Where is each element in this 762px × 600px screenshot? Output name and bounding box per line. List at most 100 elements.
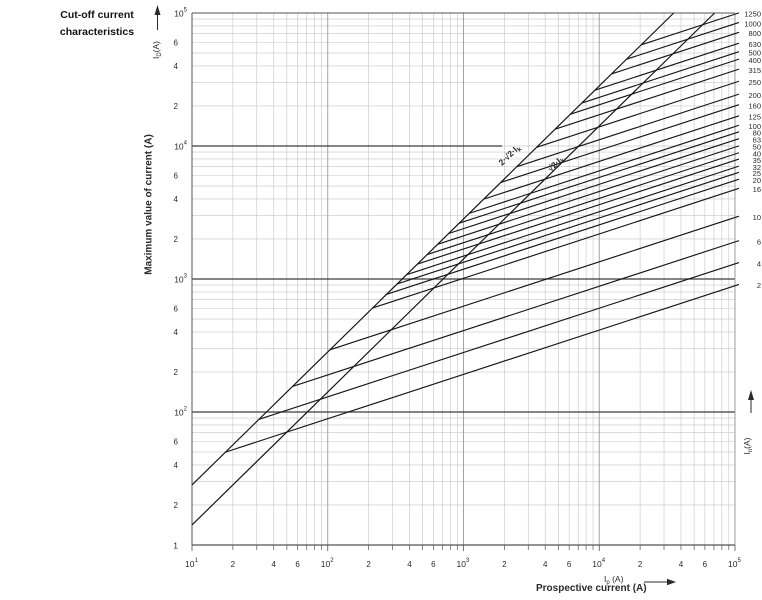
fuse-curve-63 — [448, 138, 740, 235]
fuse-curve-80 — [458, 131, 740, 224]
x-tick-label-10e1: 101 — [185, 558, 198, 569]
x-tick-label-10e2: 102 — [321, 558, 334, 569]
fuse-curve-20 — [386, 178, 740, 295]
x-tick-label-minor: 4 — [543, 560, 548, 569]
fuse-curve-160 — [500, 104, 740, 184]
y-tick-label-minor: 2 — [174, 368, 179, 377]
fuse-curve-50 — [437, 145, 740, 245]
x-tick-exp: 4 — [602, 558, 606, 564]
reference-label-sqrt2-sub: k — [559, 157, 567, 165]
rating-label-80: 80 — [753, 129, 761, 138]
x-tick-label-minor: 4 — [272, 560, 277, 569]
rating-label-630: 630 — [748, 40, 761, 49]
y-axis-symbol-unit: (A) — [151, 40, 161, 53]
x-tick-label-minor: 2 — [638, 560, 643, 569]
rating-label-315: 315 — [748, 66, 761, 75]
y-tick-label-10e4: 104 — [174, 141, 187, 152]
x-tick-label-10e4: 104 — [592, 558, 605, 569]
fuse-curve-10 — [329, 215, 740, 351]
rating-label-10: 10 — [753, 213, 761, 222]
fuse-curve-1250 — [641, 12, 740, 46]
y-tick-label-10e5: 105 — [174, 8, 187, 19]
y-axis-symbol-base: I — [151, 56, 161, 60]
x-axis-symbol: Ip (A) — [604, 574, 623, 586]
y-tick-label-minor: 6 — [174, 438, 179, 447]
fuse-curve-25 — [396, 171, 740, 285]
y-tick-label-minor: 4 — [174, 461, 179, 470]
x-axis-label: Prospective current (A) — [536, 583, 647, 594]
rating-label-50: 50 — [753, 143, 761, 152]
y-tick-exp: 2 — [184, 407, 188, 413]
x-axis-symbol-base: I — [604, 574, 607, 584]
fuse-curve-500 — [581, 51, 740, 104]
rating-label-20: 20 — [753, 176, 761, 185]
x-tick-label-minor: 6 — [295, 560, 300, 569]
rating-label-6: 6 — [757, 237, 761, 246]
y-tick-exp: 4 — [184, 141, 188, 147]
x-tick-label-10e3: 103 — [457, 558, 470, 569]
grid — [191, 12, 736, 551]
rating-label-25: 25 — [753, 169, 761, 178]
x-tick-label-10e5: 105 — [728, 558, 741, 569]
rated-current-symbol-unit: (A) — [742, 437, 752, 449]
y-tick-exp: 5 — [184, 8, 188, 14]
rating-label-100: 100 — [748, 122, 761, 131]
rating-label-200: 200 — [748, 91, 761, 100]
rating-label-1000: 1000 — [744, 19, 761, 28]
y-axis-arrow-icon — [154, 5, 161, 15]
rating-label-35: 35 — [753, 156, 761, 165]
fuse-curve-800 — [611, 31, 740, 75]
x-tick-label-minor: 2 — [366, 560, 371, 569]
rating-label-800: 800 — [748, 29, 761, 38]
y-tick-label-minor: 6 — [174, 172, 179, 181]
fuse-curve-32 — [406, 165, 740, 276]
x-tick-exp: 5 — [737, 558, 741, 564]
chart-title-line2: characteristics — [59, 25, 135, 38]
x-tick-label-minor: 4 — [407, 560, 412, 569]
rated-current-arrow-icon — [748, 390, 754, 400]
x-axis-symbol-sub: p — [606, 580, 610, 586]
chart-title-line1: Cut-off current — [60, 9, 134, 21]
fuse-curve-315 — [554, 68, 740, 130]
x-axis-symbol-unit: (A) — [609, 574, 624, 584]
x-tick-label-minor: 2 — [502, 560, 507, 569]
rating-label-4: 4 — [757, 259, 761, 268]
reference-line-2sqrt2 — [191, 12, 675, 486]
y-tick-exp: 3 — [184, 274, 188, 280]
rated-current-symbol-base: I — [742, 452, 752, 455]
rating-label-400: 400 — [748, 56, 761, 65]
rating-label-16: 16 — [753, 185, 761, 194]
fuse-curve-200 — [516, 93, 740, 168]
reference-label-2sqrt2-sub: k — [516, 146, 524, 154]
y-tick-label-minor: 6 — [174, 305, 179, 314]
y-axis-symbol-sub: D — [157, 52, 163, 57]
y-tick-label-minor: 2 — [174, 235, 179, 244]
reference-line-sqrt2 — [191, 12, 715, 526]
fuse-curve-2 — [225, 283, 740, 453]
fuse-curve-4 — [258, 261, 740, 420]
y-tick-label-minor: 4 — [174, 195, 179, 204]
fuse-curve-400 — [570, 58, 740, 115]
rating-label-63: 63 — [753, 135, 761, 144]
rating-label-40: 40 — [753, 150, 761, 159]
fuse-curve-125 — [483, 115, 740, 200]
y-axis-label: Maximum value of current (A) — [143, 134, 155, 275]
x-tick-exp: 3 — [466, 558, 470, 564]
chart-title: Cut-off current characteristics — [30, 7, 164, 40]
x-tick-exp: 2 — [330, 558, 334, 564]
rating-label-32: 32 — [753, 163, 761, 172]
fuse-curve-40 — [426, 152, 740, 256]
fuse-curve-35 — [417, 158, 740, 265]
y-tick-label-10e2: 102 — [174, 407, 187, 418]
fuse-curve-6 — [292, 240, 740, 387]
rating-label-2: 2 — [757, 281, 761, 290]
curves — [191, 12, 740, 526]
rating-label-1250: 1250 — [744, 10, 761, 19]
y-tick-label-minor: 2 — [174, 501, 179, 510]
x-tick-exp: 1 — [194, 558, 198, 564]
rating-label-250: 250 — [748, 78, 761, 87]
y-tick-label-minor: 2 — [174, 102, 179, 111]
y-tick-label-minor: 4 — [174, 62, 179, 71]
